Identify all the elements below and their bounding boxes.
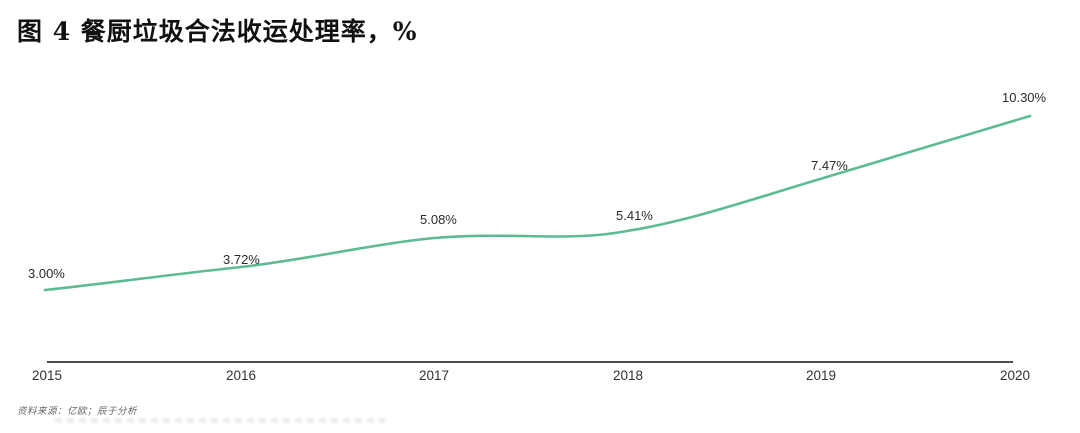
- cropped-text-fragment: [55, 418, 385, 423]
- x-tick-2015: 2015: [31, 368, 63, 383]
- x-axis-line: [47, 361, 1013, 363]
- chart-title: 图 4 餐厨垃圾合法收运处理率，%: [17, 17, 418, 46]
- x-tick-2017: 2017: [418, 368, 450, 383]
- data-label-2015: 3.00%: [28, 266, 65, 281]
- data-label-2020: 10.30%: [1002, 90, 1047, 105]
- data-label-2016: 3.72%: [223, 252, 260, 267]
- x-tick-2019: 2019: [805, 368, 837, 383]
- trend-line: [43, 114, 1032, 292]
- x-tick-2016: 2016: [225, 368, 257, 383]
- source-note: 资料来源：亿欧；辰于分析: [17, 406, 138, 417]
- x-tick-2020: 2020: [999, 368, 1031, 383]
- data-label-2019: 7.47%: [811, 158, 848, 173]
- x-tick-2018: 2018: [612, 368, 644, 383]
- data-label-2018: 5.41%: [616, 208, 653, 223]
- data-label-2017: 5.08%: [420, 212, 457, 227]
